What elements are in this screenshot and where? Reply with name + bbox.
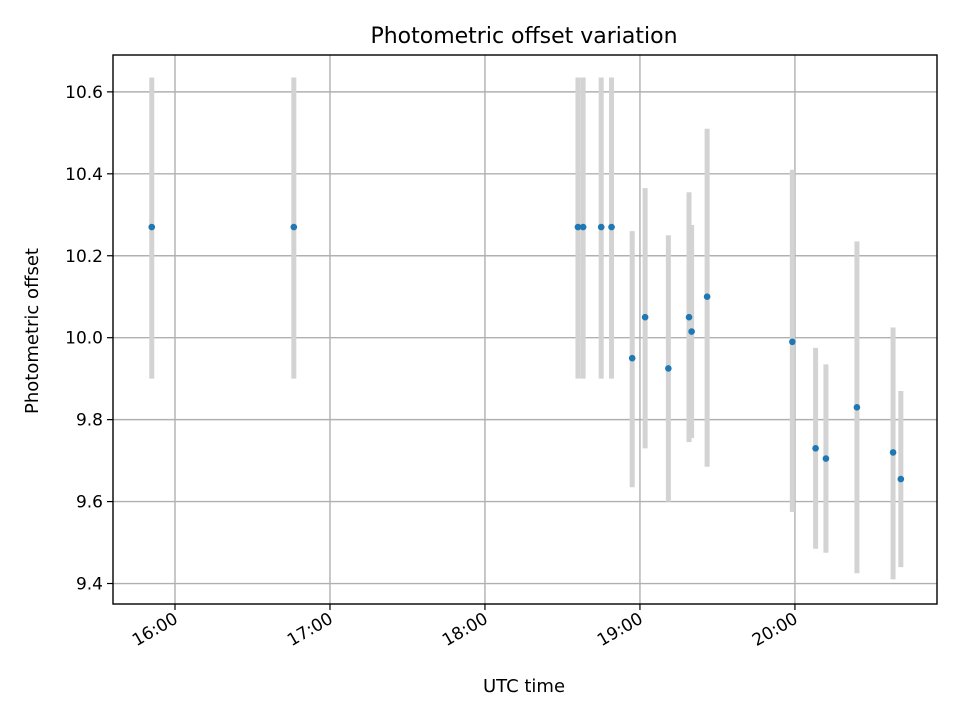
data-point [628, 354, 636, 362]
data-point [579, 223, 587, 231]
data-point [853, 404, 861, 411]
y-tick-label: 9.6 [76, 493, 103, 513]
y-tick-label: 10.0 [65, 329, 103, 349]
chart-title: Photometric offset variation [370, 24, 677, 49]
y-tick-label: 10.6 [65, 83, 103, 103]
y-axis-ticks: 9.4 9.6 9.8 10.0 10.2 10.4 10.6 [65, 83, 113, 595]
data-point [290, 223, 298, 231]
grid [113, 55, 937, 604]
data-points [148, 223, 905, 483]
data-point [897, 475, 905, 483]
x-tick-label: 19:00 [594, 609, 646, 651]
x-tick-label: 18:00 [439, 609, 491, 651]
data-point [608, 223, 615, 231]
data-point [148, 223, 156, 231]
data-point [665, 365, 672, 372]
data-point [812, 445, 819, 452]
data-point [822, 455, 830, 462]
y-tick-label: 9.8 [76, 411, 103, 431]
x-tick-label: 16:00 [129, 609, 181, 651]
y-tick-label: 10.2 [65, 247, 103, 267]
error-bars [149, 77, 904, 580]
data-point [688, 328, 695, 335]
x-axis-label: UTC time [483, 676, 565, 697]
data-point [703, 293, 711, 301]
y-tick-label: 9.4 [76, 575, 103, 595]
plot-frame [112, 54, 938, 605]
data-point [641, 313, 649, 321]
y-tick-label: 10.4 [65, 165, 103, 185]
data-point [789, 338, 796, 346]
data-point [685, 313, 693, 321]
data-point [574, 223, 582, 231]
x-tick-label: 20:00 [749, 609, 801, 651]
y-axis-label: Photometric offset [22, 248, 43, 414]
x-axis-ticks: 16:00 17:00 18:00 19:00 20:00 [129, 604, 801, 651]
data-point [889, 449, 897, 456]
data-point [597, 223, 605, 231]
x-tick-label: 17:00 [284, 609, 336, 651]
